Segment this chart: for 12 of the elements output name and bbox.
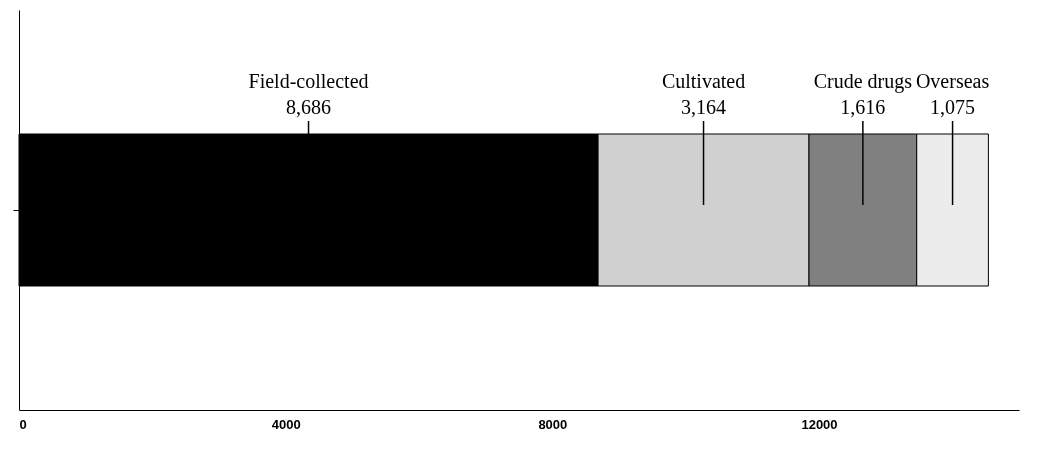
text: Crude drugs <box>813 70 913 93</box>
x-tick-label: 4000 <box>271 416 301 432</box>
x-tick-label: 0 <box>19 416 27 432</box>
text: Overseas <box>915 70 990 92</box>
x-tick-label: 12000 <box>801 416 838 432</box>
text: 8,686 <box>286 96 332 118</box>
x-tick-label: 8000 <box>538 416 568 432</box>
text: 3,164 <box>681 96 727 118</box>
text: Cultivated <box>661 70 746 92</box>
text: 1,075 <box>930 96 976 118</box>
text: Field-collected <box>248 70 369 92</box>
text: 1,616 <box>840 96 886 118</box>
